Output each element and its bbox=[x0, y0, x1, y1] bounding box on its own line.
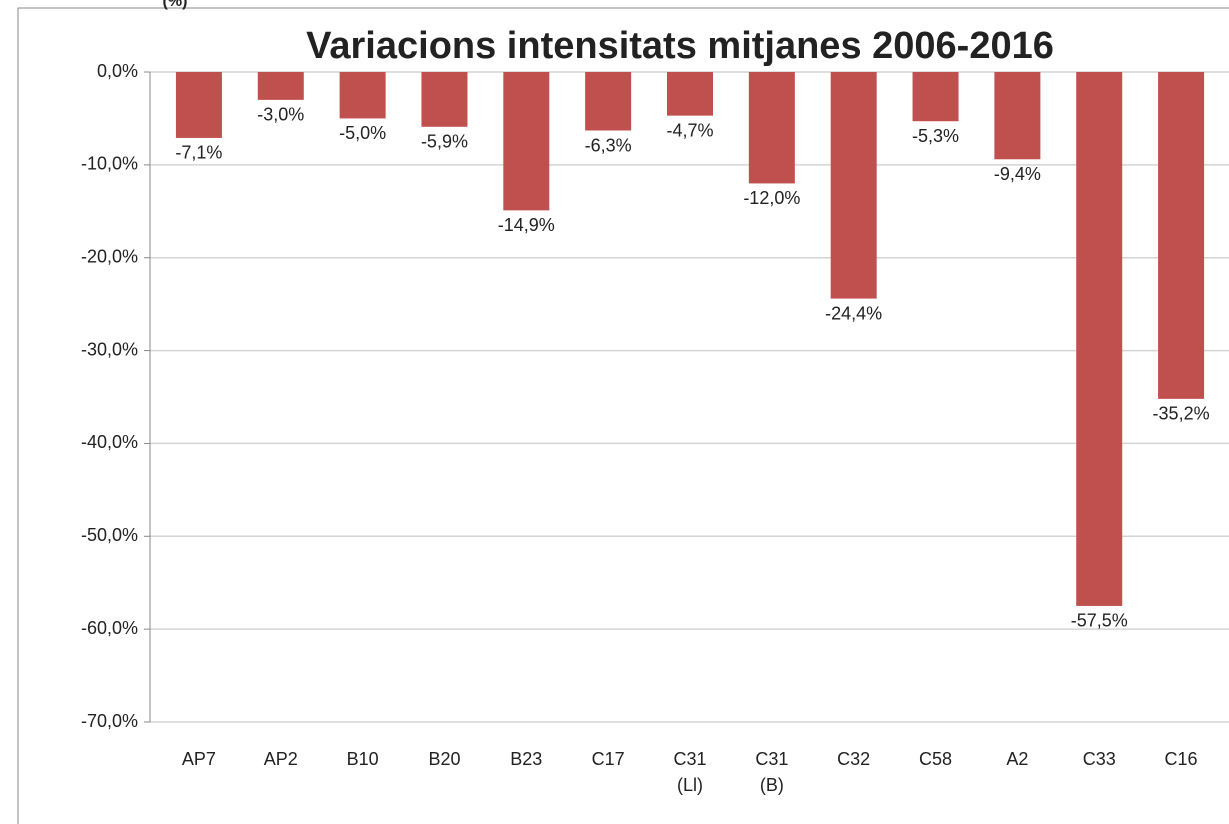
chart-title: Variacions intensitats mitjanes 2006-201… bbox=[306, 25, 1054, 67]
y-tick-label: -10,0% bbox=[81, 154, 138, 174]
value-label: -35,2% bbox=[1153, 404, 1210, 424]
value-label: -57,5% bbox=[1071, 611, 1128, 631]
y-tick-label: -40,0% bbox=[81, 432, 138, 452]
y-tick-label: 0,0% bbox=[97, 61, 138, 81]
x-tick-label: C32 bbox=[837, 749, 871, 769]
value-label: -14,9% bbox=[498, 215, 555, 235]
bar bbox=[667, 72, 713, 116]
bar bbox=[257, 72, 304, 100]
x-tick-label: C33 bbox=[1082, 749, 1116, 769]
y-tick-label: -30,0% bbox=[81, 339, 138, 359]
value-label: -12,0% bbox=[743, 188, 800, 208]
value-label: -5,3% bbox=[912, 126, 959, 146]
value-label: -7,1% bbox=[175, 143, 222, 163]
bar bbox=[503, 72, 550, 211]
x-tick-label: C17 bbox=[591, 749, 625, 769]
bar bbox=[748, 72, 795, 184]
x-tick-label: AP2 bbox=[263, 749, 298, 769]
bar bbox=[175, 72, 222, 138]
x-tick-label: C58 bbox=[919, 749, 953, 769]
bar bbox=[912, 72, 959, 122]
y-axis-label: (%) bbox=[163, 0, 188, 10]
x-tick-label: A2 bbox=[1006, 749, 1029, 769]
x-tick-label: C16 bbox=[1164, 749, 1198, 769]
value-label: -3,0% bbox=[257, 105, 304, 125]
bar bbox=[1158, 72, 1205, 399]
bar bbox=[339, 72, 386, 119]
value-label: -5,0% bbox=[339, 123, 386, 143]
y-tick-label: -20,0% bbox=[81, 246, 138, 266]
x-tick-label: B10 bbox=[346, 749, 379, 769]
bar bbox=[1076, 72, 1123, 606]
bar bbox=[585, 72, 632, 131]
x-tick-label: B23 bbox=[510, 749, 543, 769]
x-tick-label: C31 (B) bbox=[755, 749, 789, 795]
value-label: -5,9% bbox=[421, 132, 468, 152]
x-tick-label: C31 (Ll) bbox=[673, 749, 707, 795]
value-label: -9,4% bbox=[994, 164, 1041, 184]
bar bbox=[421, 72, 468, 127]
value-label: -4,7% bbox=[666, 120, 713, 140]
bar bbox=[994, 72, 1041, 160]
y-tick-label: -60,0% bbox=[81, 618, 138, 638]
bar bbox=[830, 72, 877, 299]
value-label: -6,3% bbox=[585, 135, 632, 155]
y-tick-label: -50,0% bbox=[81, 525, 138, 545]
chart-frame bbox=[17, 7, 1229, 824]
x-tick-label: B20 bbox=[428, 749, 461, 769]
x-tick-label: AP7 bbox=[181, 749, 216, 769]
value-label: -24,4% bbox=[825, 303, 882, 323]
y-tick-label: -70,0% bbox=[81, 711, 138, 731]
